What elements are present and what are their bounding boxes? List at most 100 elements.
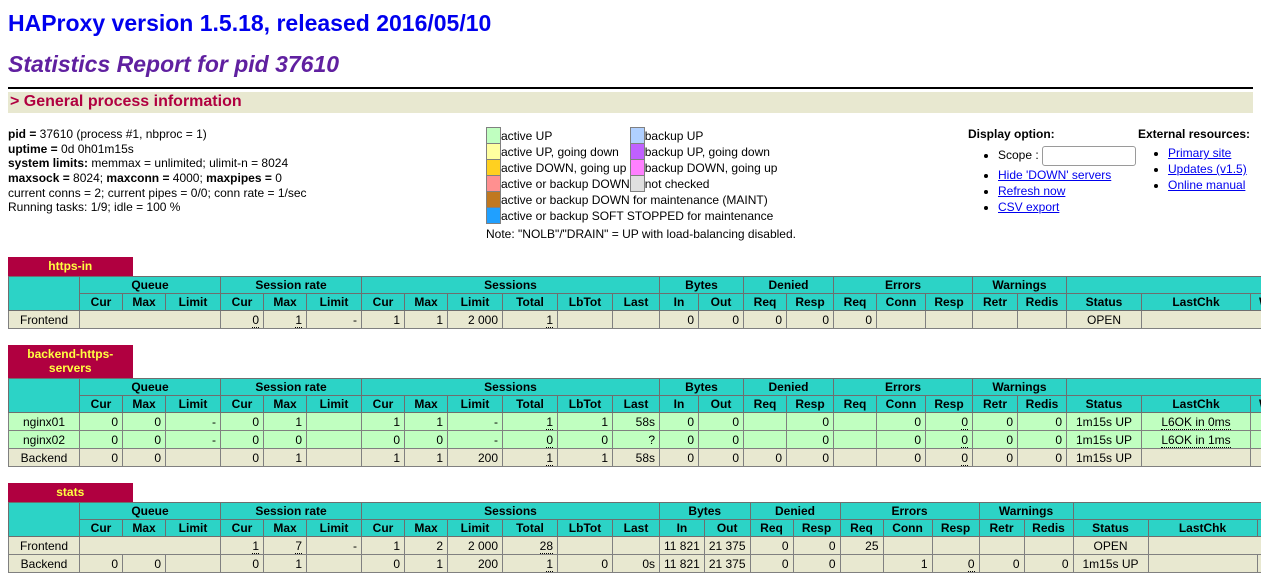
proxy-name-link[interactable]: https-in [48, 259, 92, 273]
col-header-server-lastchk: LastChk [1142, 396, 1251, 413]
group-header-denied: Denied [744, 379, 834, 396]
cell-session-rate-cur: 1 [221, 537, 264, 555]
proxy-name-cell: stats [8, 483, 133, 502]
haproxy-version-link[interactable]: HAProxy version 1.5.18, released 2016/05… [8, 10, 491, 36]
cell-bytes-out: 0 [699, 311, 744, 329]
cell-sessions-last: ? [613, 431, 660, 449]
corner-header-cell [9, 379, 80, 413]
info-bar: pid = 37610 (process #1, nbproc = 1)upti… [8, 127, 1253, 241]
col-header-errors-req: Req [834, 294, 877, 311]
proxy-title-bar: https-in [8, 257, 1253, 276]
cell-errors-req: 25 [840, 537, 883, 555]
cell-sessions-total: 0 [503, 431, 558, 449]
cell-sessions-lbtot [558, 537, 613, 555]
cell-server-status: OPEN [1067, 311, 1142, 329]
cell-session-rate-max: 7 [264, 537, 307, 555]
col-header-session-rate-max: Max [264, 520, 307, 537]
cell-warnings-redis: 0 [1018, 413, 1067, 431]
cell-queue-limit: - [166, 413, 221, 431]
col-header-sessions-max: Max [405, 294, 448, 311]
process-info-line: maxsock = 8024; maxconn = 4000; maxpipes… [8, 171, 486, 186]
cell-errors-req [834, 431, 877, 449]
cell-sessions-max: 0 [405, 431, 448, 449]
col-header-errors-resp: Resp [932, 520, 979, 537]
col-header-errors-req: Req [834, 396, 877, 413]
scope-input[interactable] [1042, 146, 1136, 166]
col-header-queue-max: Max [123, 520, 166, 537]
col-header-sessions-last: Last [613, 396, 660, 413]
cell-warnings-redis: 0 [1024, 555, 1073, 573]
external-resources-title: External resources: [1138, 127, 1253, 141]
cell-session-rate-limit [307, 431, 362, 449]
col-header-session-rate-cur: Cur [221, 294, 264, 311]
cell-session-rate-max: 0 [264, 431, 307, 449]
primary-site-item: Primary site [1168, 146, 1253, 160]
process-info: pid = 37610 (process #1, nbproc = 1)upti… [8, 127, 486, 215]
proxy-name-link[interactable]: backend-https-servers [27, 347, 113, 375]
group-header-server: Server [1073, 503, 1261, 520]
legend-swatch-active-or-backup-down [487, 176, 501, 192]
cell-errors-resp [926, 311, 973, 329]
proxy-name-link[interactable]: stats [56, 485, 84, 499]
col-header-denied-req: Req [750, 520, 793, 537]
cell-queue-cur [80, 537, 221, 555]
col-header-sessions-last: Last [613, 520, 660, 537]
primary-site-link[interactable]: Primary site [1168, 146, 1231, 160]
cell-session-rate-limit [307, 449, 362, 467]
col-header-bytes-out: Out [704, 520, 750, 537]
cell-session-rate-max: 1 [264, 449, 307, 467]
cell-denied-resp: 0 [793, 555, 840, 573]
refresh-now-link[interactable]: Refresh now [998, 184, 1065, 198]
col-header-server-wght: Wght [1251, 294, 1261, 311]
cell-bytes-out: 21 375 [704, 537, 750, 555]
updates-item: Updates (v1.5) [1168, 162, 1253, 176]
group-header-errors: Errors [834, 379, 973, 396]
cell-sessions-total: 1 [503, 413, 558, 431]
legend-swatch-active-or-backup-soft-stopped-for-maintenance [487, 208, 501, 224]
cell-queue-limit [166, 449, 221, 467]
cell-session-rate-limit [307, 555, 362, 573]
cell-warnings-retr: 0 [973, 449, 1018, 467]
hide-down-servers-link[interactable]: Hide 'DOWN' servers [998, 168, 1111, 182]
cell-server-status: 1m15s UP [1067, 449, 1142, 467]
cell-queue-max: 0 [123, 555, 166, 573]
cell-warnings-retr: 0 [973, 413, 1018, 431]
cell-denied-resp: 0 [793, 537, 840, 555]
proxy-title-spacer [133, 345, 1254, 378]
col-header-queue-max: Max [123, 396, 166, 413]
csv-export-link[interactable]: CSV export [998, 200, 1059, 214]
proxy-title-spacer [133, 483, 1254, 502]
cell-denied-req: 0 [750, 555, 793, 573]
tooltip-value: 1 [295, 313, 302, 328]
hide-down-item: Hide 'DOWN' servers [998, 168, 1138, 182]
col-header-server-lastchk: LastChk [1142, 294, 1251, 311]
group-header-sessions: Sessions [362, 379, 660, 396]
proxy-title-bar: stats [8, 483, 1253, 502]
col-header-sessions-last: Last [613, 294, 660, 311]
cell-server-wght: 0 [1257, 555, 1261, 573]
proxy-name-cell: backend-https-servers [8, 345, 133, 378]
row-name: nginx01 [9, 413, 80, 431]
col-header-sessions-total: Total [503, 520, 558, 537]
cell-errors-conn: 0 [877, 431, 926, 449]
col-header-warnings-redis: Redis [1018, 396, 1067, 413]
proxy-title-bar: backend-https-servers [8, 345, 1253, 378]
col-header-errors-conn: Conn [877, 294, 926, 311]
legend-row: active or backup SOFT STOPPED for mainte… [487, 208, 778, 224]
tooltip-value: L6OK in 1ms [1161, 433, 1230, 448]
tooltip-value: 7 [295, 539, 302, 554]
cell-warnings-retr: 0 [979, 555, 1024, 573]
updates-link[interactable]: Updates (v1.5) [1168, 162, 1247, 176]
cell-sessions-max: 1 [405, 449, 448, 467]
cell-sessions-lbtot: 0 [558, 431, 613, 449]
group-header-server: Server [1067, 277, 1261, 294]
online-manual-link[interactable]: Online manual [1168, 178, 1245, 192]
proxy-name-cell: https-in [8, 257, 133, 276]
cell-sessions-cur: 1 [362, 311, 405, 329]
group-header-server: Server [1067, 379, 1261, 396]
